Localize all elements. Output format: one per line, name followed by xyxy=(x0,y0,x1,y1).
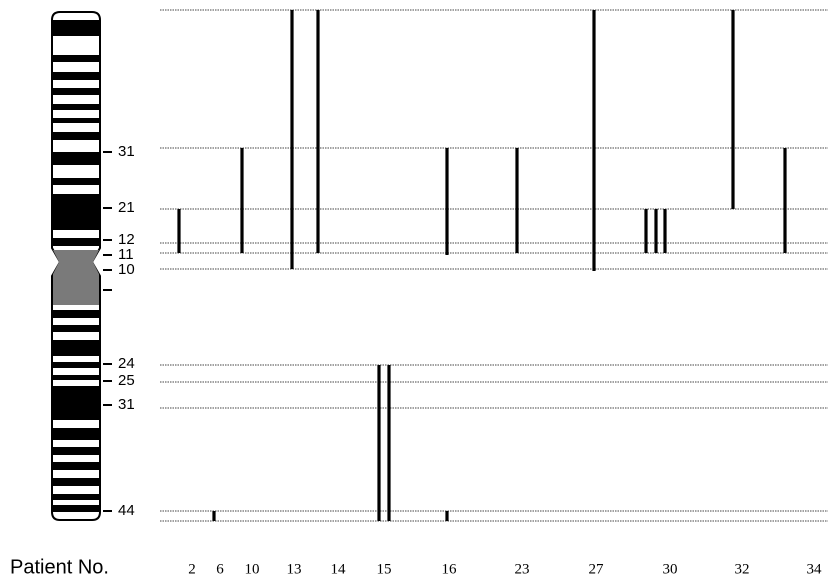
chromosome-ideogram xyxy=(52,12,100,520)
band xyxy=(53,20,99,36)
patient-number: 23 xyxy=(515,561,530,577)
figure: 31 21 12 11 10 24 25 31 44 Patient No. 2… xyxy=(0,0,828,581)
band xyxy=(53,132,99,140)
band-label: 31 xyxy=(118,396,135,413)
band xyxy=(53,238,99,246)
band-label: 44 xyxy=(118,502,135,519)
patient-numbers: 2 6 10 13 14 15 16 23 27 30 32 34 xyxy=(188,561,822,577)
band-labels: 31 21 12 11 10 24 25 31 44 xyxy=(118,143,135,519)
band xyxy=(53,428,99,440)
band xyxy=(53,194,99,230)
band xyxy=(53,104,99,110)
band xyxy=(53,505,99,512)
patient-number: 32 xyxy=(735,561,750,577)
page: {"figure": { "band_labels": ["31", "21",… xyxy=(0,0,828,581)
band xyxy=(53,375,99,380)
band xyxy=(53,478,99,486)
patient-number: 13 xyxy=(287,561,302,577)
band-label: 21 xyxy=(118,199,135,216)
patient-number: 16 xyxy=(442,561,458,577)
band-label: 25 xyxy=(118,372,135,389)
band xyxy=(53,386,99,420)
band xyxy=(53,362,99,368)
band-label: 24 xyxy=(118,355,135,372)
band-ticks xyxy=(103,152,112,511)
band xyxy=(53,462,99,470)
band xyxy=(53,88,99,95)
x-axis-title: Patient No. xyxy=(10,556,109,578)
patient-number: 6 xyxy=(216,561,224,577)
patient-number: 10 xyxy=(245,561,260,577)
patient-number: 27 xyxy=(589,561,605,577)
patient-number: 30 xyxy=(663,561,678,577)
band xyxy=(53,340,99,356)
band xyxy=(53,325,99,332)
band xyxy=(53,494,99,500)
band xyxy=(53,152,99,165)
patient-number: 14 xyxy=(331,561,347,577)
patient-number: 2 xyxy=(188,561,196,577)
band-label: 31 xyxy=(118,143,135,160)
patient-number: 34 xyxy=(807,561,823,577)
band xyxy=(53,310,99,318)
band xyxy=(53,55,99,62)
band-label: 10 xyxy=(118,261,135,278)
band xyxy=(53,118,99,123)
reference-lines xyxy=(160,10,828,521)
band xyxy=(53,178,99,185)
deletion-bars xyxy=(179,10,785,521)
band xyxy=(53,447,99,455)
centromere xyxy=(53,250,99,305)
patient-number: 15 xyxy=(377,561,392,577)
band xyxy=(53,72,99,80)
